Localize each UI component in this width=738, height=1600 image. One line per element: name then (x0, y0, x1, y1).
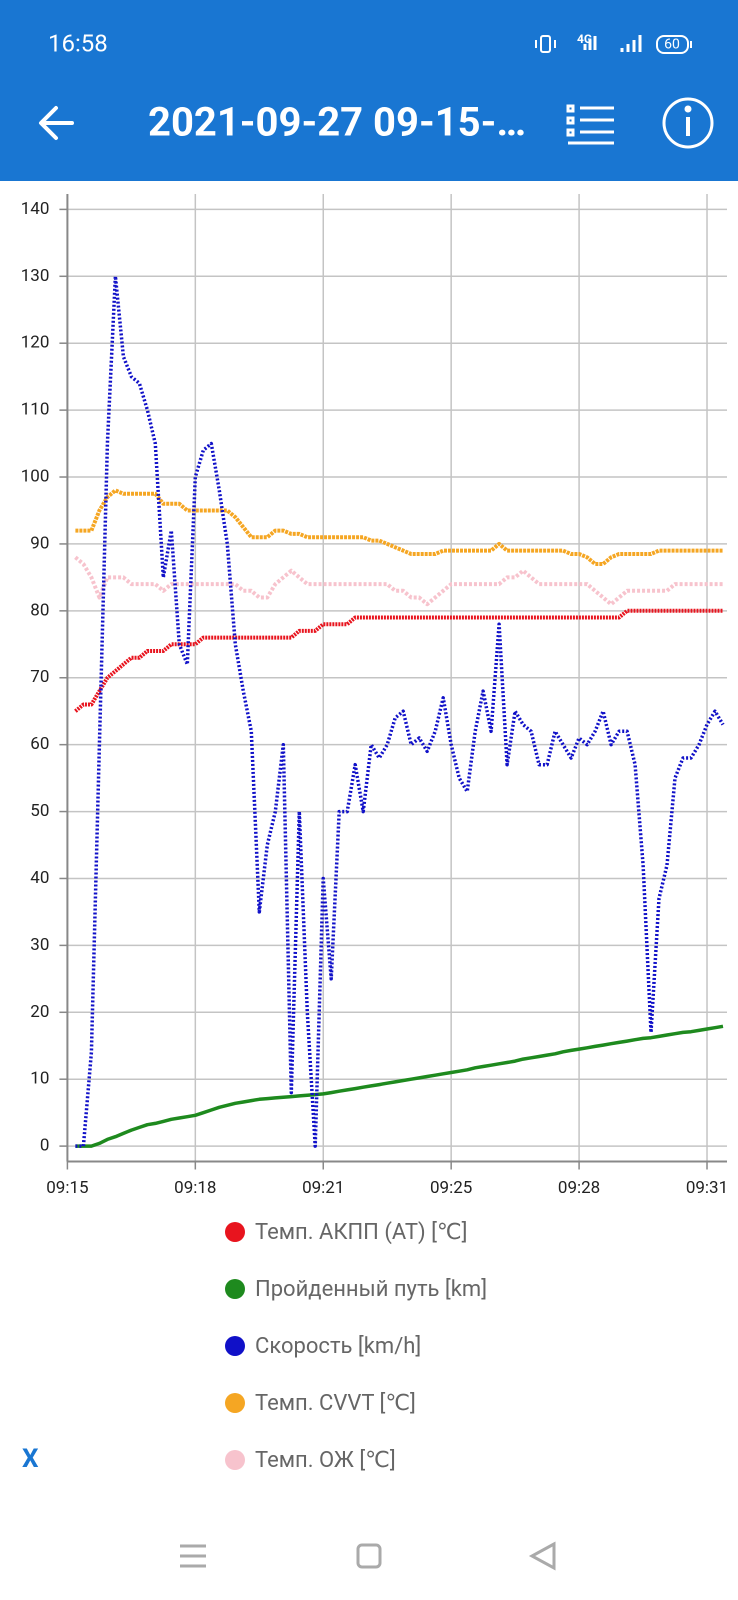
series-line (75, 274, 725, 1148)
legend-swatch (225, 1222, 245, 1242)
y-tick-label: 50 (30, 801, 49, 821)
y-tick-label: 30 (30, 935, 49, 955)
y-tick-label: 40 (30, 868, 49, 888)
x-tick-label: 09:31 (686, 1178, 728, 1198)
series-line (75, 1024, 724, 1148)
y-tick-label: 90 (30, 533, 49, 553)
y-tick-label: 80 (30, 600, 49, 620)
x-tick-label: 09:28 (558, 1178, 600, 1198)
info-button[interactable] (662, 97, 714, 149)
y-tick-label: 0 (40, 1136, 50, 1156)
y-tick-label: 100 (21, 467, 50, 487)
list-button[interactable] (566, 104, 614, 145)
y-tick-label: 20 (30, 1002, 49, 1022)
legend-label: Скорость [km/h] (255, 1334, 421, 1359)
y-tick-label: 10 (30, 1069, 49, 1089)
y-tick-label: 60 (30, 734, 49, 754)
legend-swatch (225, 1393, 245, 1413)
legend-swatch (225, 1336, 245, 1356)
legend-swatch (225, 1450, 245, 1470)
nav-bar (180, 1541, 556, 1571)
x-tick-label: 09:15 (46, 1178, 88, 1198)
close-button[interactable]: X (22, 1444, 39, 1474)
plot: 0 10 20 30 40 50 60 70 80 90 100 110 120 130 140 09:15 0… (21, 194, 728, 1473)
x-tick-label: 09:21 (302, 1178, 344, 1198)
y-tick-label: 130 (21, 266, 50, 286)
legend-label: Пройденный путь [km] (255, 1277, 487, 1302)
series-line (74, 555, 723, 607)
y-tick-label: 140 (21, 199, 50, 219)
back-button[interactable] (39, 106, 74, 140)
series-line (74, 608, 723, 713)
network-label: 4G (577, 32, 592, 46)
x-tick-label: 09:18 (174, 1178, 216, 1198)
page-title: 2021-09-27 09-15-… (148, 99, 526, 146)
y-tick-label: 120 (21, 333, 50, 353)
x-tick-label: 09:25 (430, 1178, 472, 1198)
legend-label: Темп. CVVT [℃] (255, 1391, 416, 1416)
battery-level: 60 (664, 37, 680, 53)
legend-label: Темп. ОЖ [℃] (255, 1448, 396, 1473)
status-icons (535, 35, 692, 54)
y-tick-label: 110 (21, 400, 50, 420)
legend-swatch (225, 1279, 245, 1299)
y-tick-label: 70 (30, 667, 49, 687)
app-header (0, 0, 738, 181)
legend-label: Темп. АКПП (AT) [℃] (255, 1220, 467, 1245)
status-time: 16:58 (48, 29, 108, 57)
series-line (75, 488, 723, 566)
